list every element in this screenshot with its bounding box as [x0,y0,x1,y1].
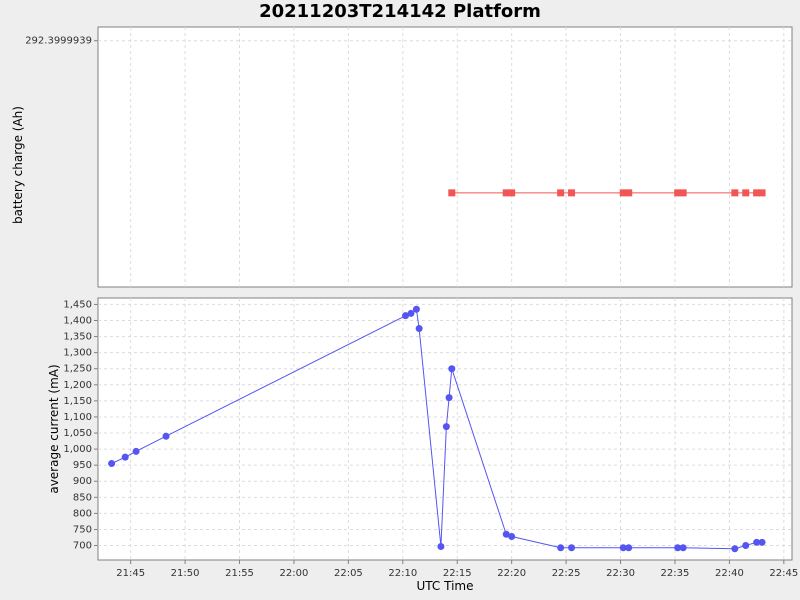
x-tick-label: 21:50 [171,568,200,579]
average-current-point [758,538,766,546]
chart-title: 20211203T214142 Platform [259,1,541,22]
x-tick-label: 22:15 [443,568,472,579]
battery-charge-point [619,189,627,197]
bottom-y-tick-label: 850 [73,492,92,503]
top-plot-area [97,26,793,288]
battery-charge-point [758,189,766,197]
bottom-y-tick-label: 1,050 [63,428,92,439]
average-current-point [437,542,445,550]
top-y-tick-label: 292.3999939 [25,36,92,47]
battery-charge-point [731,189,739,197]
battery-charge-point [674,189,682,197]
battery-charge-point [508,189,516,197]
x-tick-label: 22:00 [280,568,309,579]
average-current-line [111,308,763,550]
average-current-point [625,544,633,552]
battery-charge-point [753,189,761,197]
average-current-point [412,305,420,313]
bottom-y-tick-label: 1,150 [63,396,92,407]
bottom-y-tick-label: 1,250 [63,364,92,375]
x-tick-label: 22:30 [606,568,635,579]
bottom-y-tick-label: 1,100 [63,412,92,423]
x-tick-label: 21:45 [116,568,145,579]
average-current-point [619,544,627,552]
battery-charge-point [679,189,687,197]
top-y-axis-label: battery charge (Ah) [11,106,25,224]
bottom-y-tick-label: 750 [73,524,92,535]
top-plot-panel: 292.3999939 [25,26,793,288]
average-current-point [679,544,687,552]
x-tick-label: 22:40 [715,568,744,579]
x-tick-label: 22:20 [497,568,526,579]
x-tick-label: 21:55 [225,568,254,579]
bottom-y-tick-label: 1,350 [63,332,92,343]
bottom-y-tick-label: 800 [73,508,92,519]
average-current-point [442,423,450,431]
bottom-y-tick-label: 1,300 [63,348,92,359]
average-current-point [568,544,576,552]
x-tick-label: 22:35 [661,568,690,579]
battery-charge-point [568,189,576,197]
x-axis-label: UTC Time [417,579,474,593]
average-current-point [108,460,116,468]
bottom-y-tick-label: 950 [73,460,92,471]
battery-charge-point [625,189,633,197]
average-current-point [753,538,761,546]
x-tick-label: 22:25 [552,568,581,579]
bottom-y-axis-label: average current (mA) [47,364,61,493]
x-tick-label: 22:10 [388,568,417,579]
bottom-plot-panel: 21:45 21:50 21:55 22:00 22:05 22:10 22:15 22:20… [63,297,798,579]
bottom-y-tick-label: 1,200 [63,380,92,391]
average-current-point [162,432,170,440]
average-current-point [508,533,516,541]
bottom-y-tick-label: 900 [73,476,92,487]
average-current-point [121,453,129,461]
average-current-point [557,544,565,552]
average-current-point [445,394,453,402]
average-current-point [674,544,682,552]
bottom-y-tick-label: 700 [73,541,92,552]
x-tick-label: 22:05 [334,568,363,579]
bottom-y-tick-label: 1,450 [63,299,92,310]
average-current-point [448,365,456,373]
average-current-point [502,530,510,538]
average-current-point [415,325,423,333]
average-current-point [407,309,415,317]
average-current-point [132,447,140,455]
average-current-point [402,312,410,320]
battery-charge-point [448,189,456,197]
bottom-y-tick-label: 1,000 [63,444,92,455]
battery-charge-point [742,189,750,197]
battery-charge-point [557,189,565,197]
bottom-y-tick-label: 1,400 [63,316,92,327]
x-tick-label: 22:45 [769,568,798,579]
battery-charge-point [502,189,510,197]
average-current-point [731,545,739,553]
average-current-point [742,542,750,550]
